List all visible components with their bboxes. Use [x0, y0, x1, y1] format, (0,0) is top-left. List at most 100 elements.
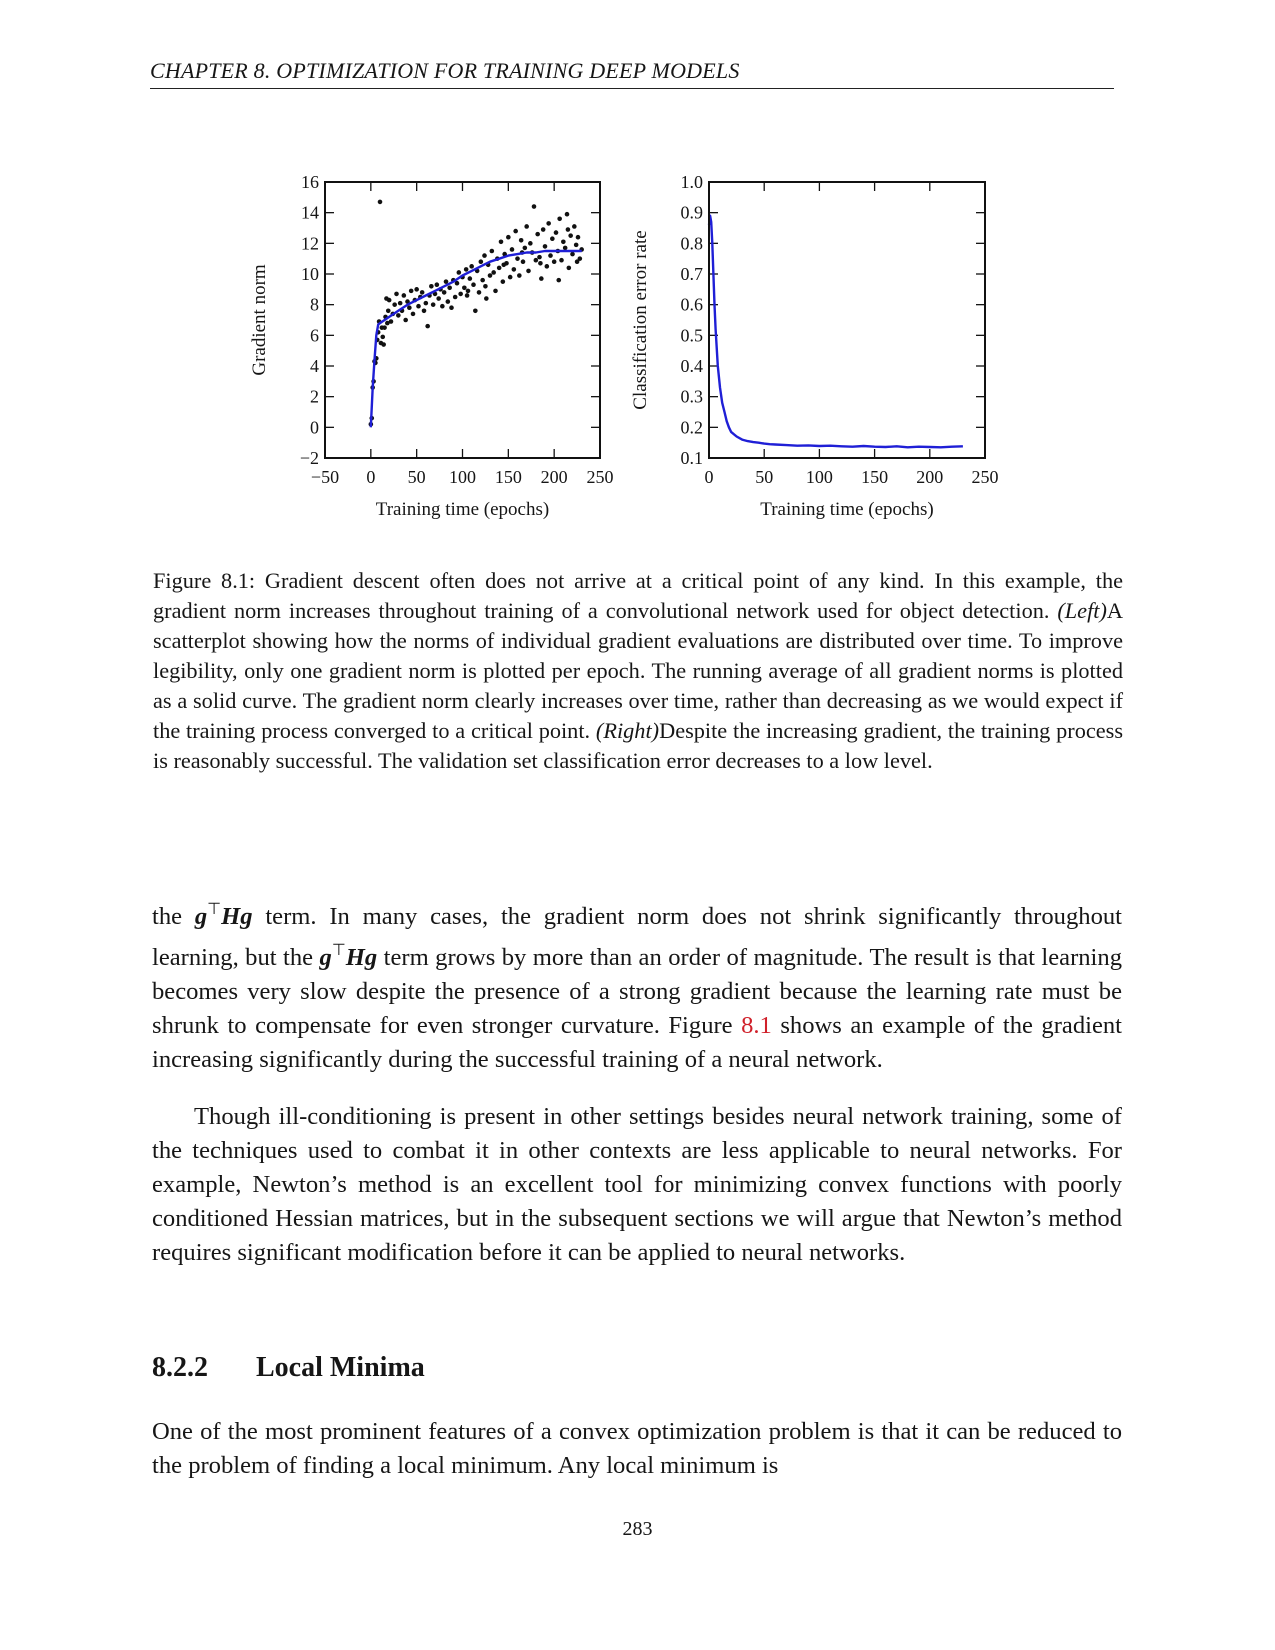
data-point — [531, 204, 537, 209]
data-point — [465, 288, 471, 294]
math-gtHg: g⊤Hg — [194, 901, 253, 930]
data-point — [568, 233, 573, 238]
math-gtHg: g⊤Hg — [319, 942, 378, 971]
x-tick-label: 200 — [541, 467, 568, 487]
data-point — [559, 257, 564, 263]
section-number: 8.2.2 — [152, 1352, 208, 1383]
gradient-norm-chart: −50 0 50 100 150 200 250 −2 0 2 4 6 8 10 12 14 16 Trainin… — [249, 172, 614, 520]
data-point — [478, 259, 484, 265]
data-point — [553, 230, 559, 235]
data-point — [385, 308, 391, 314]
x-axis-title: Training time (epochs) — [760, 499, 933, 520]
data-point — [524, 224, 529, 229]
data-point — [577, 256, 583, 261]
data-point — [423, 300, 429, 306]
data-point — [562, 245, 568, 251]
x-tick-label: −50 — [311, 467, 339, 487]
data-point — [436, 296, 441, 301]
x-tick-label: 250 — [972, 467, 999, 487]
data-point — [544, 264, 550, 269]
data-point — [388, 319, 394, 324]
data-point — [380, 334, 386, 340]
y-tick-label: 0.4 — [681, 356, 704, 376]
x-tick-label: 50 — [408, 467, 426, 487]
section-title: Local Minima — [256, 1352, 425, 1383]
data-point — [556, 277, 562, 283]
data-point — [445, 299, 451, 304]
data-point — [414, 287, 419, 292]
data-point — [566, 265, 572, 271]
y-tick-label: 12 — [301, 233, 319, 253]
data-point — [506, 234, 511, 240]
data-point — [522, 245, 528, 251]
data-point — [498, 239, 504, 245]
data-point — [487, 273, 493, 278]
data-point — [575, 234, 581, 240]
data-point — [443, 279, 449, 284]
y-tick-label: 0.7 — [681, 264, 704, 284]
data-point — [572, 224, 577, 229]
data-point — [467, 276, 473, 281]
data-point — [403, 317, 408, 323]
data-point — [570, 251, 575, 257]
x-tick-label: 150 — [861, 467, 888, 487]
data-point — [410, 311, 416, 317]
data-point — [416, 303, 421, 309]
data-point — [476, 290, 482, 295]
running-head: CHAPTER 8. OPTIMIZATION FOR TRAINING DEE… — [150, 58, 1114, 89]
data-point — [471, 282, 476, 288]
data-point — [464, 293, 470, 298]
body-paragraph-2: Though ill-conditioning is present in ot… — [152, 1103, 1122, 1266]
y-tick-label: 8 — [310, 295, 319, 315]
y-axis-title: Classification error rate — [630, 230, 651, 409]
y-tick-label: 0.2 — [681, 417, 704, 437]
y-tick-label: 16 — [301, 172, 319, 192]
y-tick-label: 2 — [310, 387, 319, 407]
caption-right-label: (Right) — [595, 718, 660, 743]
plot-frame — [324, 181, 601, 459]
x-tick-label: 50 — [755, 467, 773, 487]
data-point — [480, 277, 485, 283]
data-point — [394, 291, 399, 297]
data-point — [561, 239, 566, 245]
data-point — [546, 221, 551, 226]
x-tick-label: 100 — [806, 467, 833, 487]
data-point — [538, 260, 543, 266]
caption-left-label: (Left) — [1057, 598, 1107, 623]
data-point — [535, 231, 540, 237]
data-point — [507, 274, 513, 280]
data-point — [526, 268, 531, 274]
data-point — [564, 211, 570, 217]
data-point — [469, 264, 474, 269]
data-point — [421, 308, 427, 314]
data-point — [456, 270, 462, 275]
x-axis-title: Training time (epochs) — [376, 499, 549, 520]
y-tick-label: 0.6 — [681, 295, 704, 315]
data-point — [493, 288, 498, 294]
data-point — [573, 242, 579, 248]
data-point — [565, 227, 571, 232]
section-heading: 8.2.2 Local Minima — [152, 1352, 425, 1384]
y-tick-label: 1.0 — [681, 172, 704, 192]
figure-ref-link[interactable]: 8.1 — [741, 1012, 772, 1039]
x-tick-label: 200 — [916, 467, 943, 487]
y-tick-label: −2 — [300, 448, 319, 468]
data-point — [483, 283, 488, 289]
data-point — [484, 296, 489, 301]
x-tick-label: 100 — [449, 467, 476, 487]
data-point — [548, 253, 553, 258]
data-point — [452, 294, 458, 300]
y-axis-title: Gradient norm — [249, 264, 270, 376]
y-tick-label: 6 — [310, 325, 319, 345]
data-point — [429, 283, 434, 289]
data-point — [509, 247, 515, 252]
data-point — [434, 282, 440, 288]
data-point — [496, 265, 502, 271]
data-point — [482, 253, 487, 258]
data-point — [458, 291, 463, 297]
data-point — [447, 285, 452, 291]
y-tick-label: 4 — [310, 356, 319, 376]
data-point — [425, 323, 430, 329]
body-paragraph-3: One of the most prominent features of a … — [152, 1418, 1122, 1479]
data-point — [489, 248, 495, 254]
